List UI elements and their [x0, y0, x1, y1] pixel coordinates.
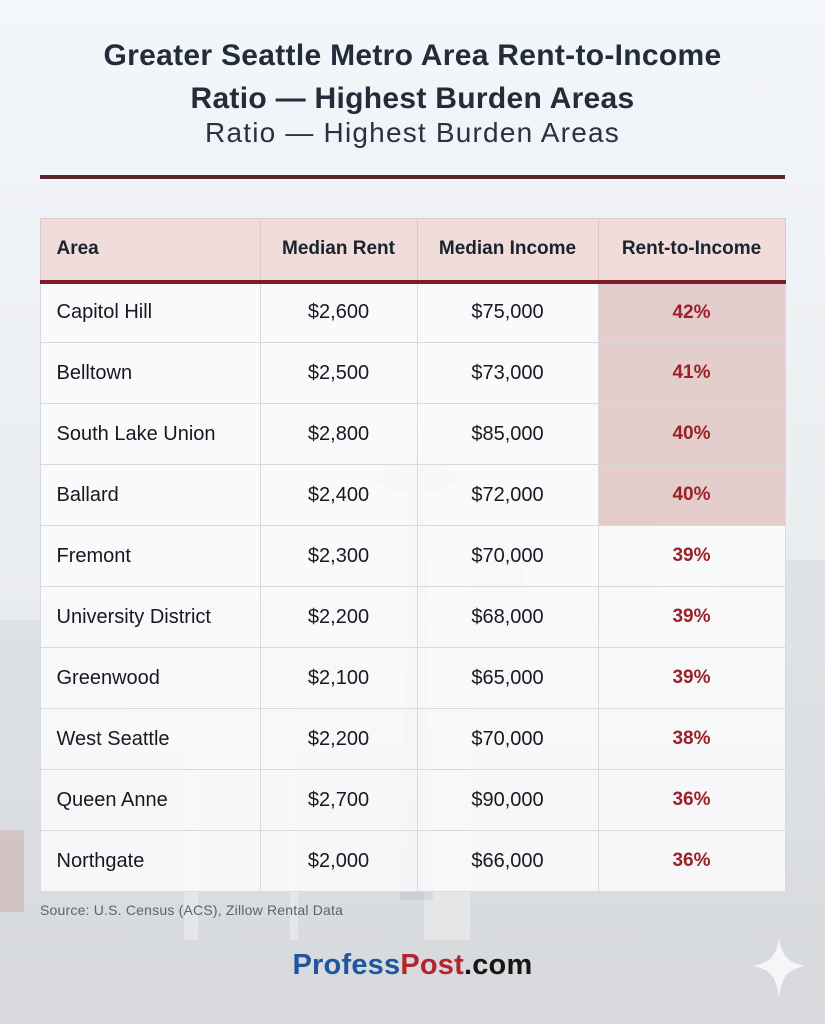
cell-area: Northgate [39, 830, 261, 892]
cell-median-income: $68,000 [416, 586, 599, 648]
table-row: Northgate $2,000 $66,000 36% [39, 830, 786, 892]
cell-area: Belltown [39, 342, 261, 404]
cell-median-income: $70,000 [416, 708, 599, 770]
cell-median-income: $90,000 [416, 769, 599, 831]
cell-median-rent: $2,600 [259, 281, 418, 343]
cell-area: South Lake Union [39, 403, 261, 465]
page-title-echo: Ratio — Highest Burden Areas [205, 117, 620, 148]
cell-median-rent: $2,500 [259, 342, 418, 404]
cell-area: Queen Anne [39, 769, 261, 831]
page-title-line1: Greater Seattle Metro Area Rent-to-Incom… [103, 39, 722, 72]
cell-median-rent: $2,200 [259, 708, 418, 770]
brand-logo: ProfessPost.com [0, 949, 825, 982]
cell-median-rent: $2,400 [259, 464, 418, 526]
source-note: Source: U.S. Census (ACS), Zillow Rental… [40, 902, 344, 918]
cell-median-income: $66,000 [416, 830, 599, 892]
brand-logo-dot-com: .com [463, 949, 533, 981]
cell-rent-to-income-ratio: 39% [597, 586, 786, 648]
cell-median-income: $85,000 [416, 403, 599, 465]
cell-rent-to-income-ratio: 42% [597, 281, 786, 343]
cell-area: Capitol Hill [39, 281, 261, 343]
table-row: Fremont $2,300 $70,000 39% [39, 525, 786, 587]
cell-rent-to-income-ratio: 39% [597, 647, 786, 709]
brand-logo-profess: Profess [292, 949, 401, 981]
cell-median-income: $70,000 [416, 525, 599, 587]
cell-median-rent: $2,200 [259, 586, 418, 648]
table-row: Ballard $2,400 $72,000 40% [39, 464, 786, 526]
cell-rent-to-income-ratio: 39% [597, 525, 786, 587]
cell-median-rent: $2,800 [259, 403, 418, 465]
cell-median-income: $72,000 [416, 464, 599, 526]
title-divider [40, 175, 785, 179]
table-row: Greenwood $2,100 $65,000 39% [39, 647, 786, 709]
cell-median-rent: $2,000 [259, 830, 418, 892]
table-row: West Seattle $2,200 $70,000 38% [39, 708, 786, 770]
cell-area: Ballard [39, 464, 261, 526]
rent-to-income-table: Area Median Rent Median Income Rent-to-I… [39, 218, 786, 892]
table-row: Queen Anne $2,700 $90,000 36% [39, 769, 786, 831]
column-header-rent-to-income: Rent-to-Income [597, 218, 786, 284]
table-row: University District $2,200 $68,000 39% [39, 586, 786, 648]
table-row: Capitol Hill $2,600 $75,000 42% [39, 281, 786, 343]
table-header-row: Area Median Rent Median Income Rent-to-I… [39, 218, 786, 284]
page-title-line2: Ratio — Highest Burden Areas [190, 82, 635, 115]
cell-median-rent: $2,100 [259, 647, 418, 709]
cell-area: West Seattle [39, 708, 261, 770]
cell-rent-to-income-ratio: 36% [597, 769, 786, 831]
page-title: Greater Seattle Metro Area Rent-to-Incom… [0, 34, 825, 120]
cell-median-income: $73,000 [416, 342, 599, 404]
cell-area: Fremont [39, 525, 261, 587]
cell-median-income: $65,000 [416, 647, 599, 709]
cell-area: University District [39, 586, 261, 648]
title-block: Greater Seattle Metro Area Rent-to-Incom… [0, 0, 825, 179]
column-header-median-income: Median Income [416, 218, 599, 284]
table-row: South Lake Union $2,800 $85,000 40% [39, 403, 786, 465]
cell-rent-to-income-ratio: 36% [597, 830, 786, 892]
column-header-area: Area [39, 218, 261, 284]
cell-rent-to-income-ratio: 40% [597, 403, 786, 465]
table-row: Belltown $2,500 $73,000 41% [39, 342, 786, 404]
cell-median-rent: $2,700 [259, 769, 418, 831]
cell-rent-to-income-ratio: 38% [597, 708, 786, 770]
cell-rent-to-income-ratio: 40% [597, 464, 786, 526]
column-header-median-rent: Median Rent [259, 218, 418, 284]
cell-area: Greenwood [39, 647, 261, 709]
cell-median-rent: $2,300 [259, 525, 418, 587]
cell-rent-to-income-ratio: 41% [597, 342, 786, 404]
cell-median-income: $75,000 [416, 281, 599, 343]
table-body: Capitol Hill $2,600 $75,000 42% Belltown $2,5… [39, 281, 786, 892]
brand-logo-post: Post [400, 949, 464, 981]
